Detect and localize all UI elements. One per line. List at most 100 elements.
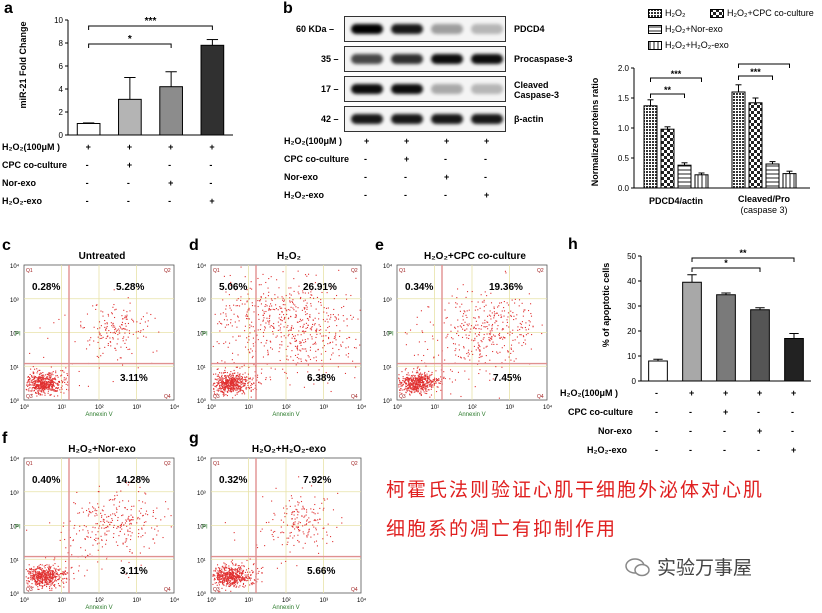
event-dot (451, 381, 453, 383)
event-dot (485, 346, 487, 348)
event-dot (272, 333, 274, 335)
event-dot (297, 270, 299, 272)
bar (677, 164, 692, 189)
event-dot (50, 566, 52, 568)
event-dot (67, 384, 69, 386)
event-dot (58, 381, 60, 383)
event-dot (412, 381, 414, 383)
event-dot (478, 372, 480, 375)
event-dot (56, 387, 58, 389)
event-dot (489, 334, 491, 336)
event-dot (444, 309, 446, 311)
event-dot (231, 384, 233, 386)
event-dot (39, 393, 42, 395)
event-dot (521, 302, 523, 304)
event-dot (229, 580, 231, 582)
event-dot (118, 330, 120, 332)
event-dot (293, 544, 295, 547)
event-dot (37, 391, 40, 393)
event-dot (61, 380, 63, 382)
sig-label: * (724, 258, 728, 268)
event-dot (454, 327, 456, 329)
event-dot (478, 356, 480, 359)
event-dot (306, 535, 308, 537)
event-dot (100, 355, 102, 357)
event-dot (425, 385, 427, 387)
event-dot (280, 323, 282, 325)
event-dot (51, 582, 53, 584)
event-dot (293, 309, 295, 311)
event-dot (115, 541, 117, 543)
event-dot (292, 327, 294, 329)
event-dot (38, 377, 40, 379)
event-dot (213, 574, 215, 576)
event-dot (30, 575, 32, 577)
event-dot (417, 380, 419, 382)
event-dot (239, 576, 241, 578)
event-dot (323, 527, 325, 529)
event-dot (437, 354, 440, 356)
event-dot (283, 314, 285, 316)
event-dot (425, 375, 427, 377)
event-dot (270, 309, 272, 311)
event-dot (530, 312, 532, 315)
event-dot (109, 341, 111, 343)
event-dot (54, 574, 56, 576)
event-dot (57, 382, 59, 384)
event-dot (119, 527, 121, 529)
event-dot (248, 351, 250, 353)
event-dot (57, 574, 59, 576)
event-dot (240, 266, 242, 268)
event-dot (272, 308, 274, 310)
event-dot (116, 508, 118, 511)
event-dot (127, 500, 130, 502)
sig-bracket-top (88, 25, 213, 30)
event-dot (425, 388, 428, 390)
event-dot (80, 547, 82, 549)
event-dot (217, 575, 219, 577)
q4-percentage: 7.45% (493, 373, 522, 384)
event-dot (409, 329, 412, 331)
event-dot (233, 388, 235, 390)
event-dot (277, 309, 279, 311)
event-dot (47, 572, 49, 574)
event-dot (412, 388, 414, 390)
event-dot (332, 347, 334, 349)
event-dot (93, 539, 95, 541)
event-dot (31, 384, 33, 386)
event-dot (219, 569, 222, 572)
event-dot (324, 499, 326, 501)
event-dot (269, 316, 271, 318)
event-dot (110, 345, 112, 347)
event-dot (498, 334, 500, 336)
event-dot (421, 376, 423, 378)
event-dot (525, 322, 527, 324)
event-dot (28, 570, 30, 572)
event-dot (213, 392, 216, 394)
event-dot (480, 294, 482, 296)
event-dot (236, 393, 238, 395)
event-dot (43, 570, 45, 572)
event-dot (471, 350, 473, 352)
event-dot (321, 359, 323, 361)
event-dot (226, 395, 228, 397)
event-dot (456, 297, 458, 299)
event-dot (216, 382, 218, 384)
event-dot (42, 378, 44, 380)
event-dot (120, 324, 123, 326)
event-dot (527, 309, 530, 312)
event-dot (306, 509, 308, 511)
event-dot (64, 573, 67, 575)
event-dot (219, 571, 221, 573)
event-dot (53, 385, 55, 387)
event-dot (246, 580, 248, 582)
event-dot (445, 337, 447, 339)
event-dot (426, 376, 428, 378)
event-dot (47, 571, 49, 573)
event-dot (330, 316, 332, 318)
event-dot (244, 585, 247, 587)
event-dot (54, 390, 56, 392)
event-dot (290, 326, 293, 329)
event-dot (44, 572, 46, 574)
event-dot (253, 563, 255, 565)
